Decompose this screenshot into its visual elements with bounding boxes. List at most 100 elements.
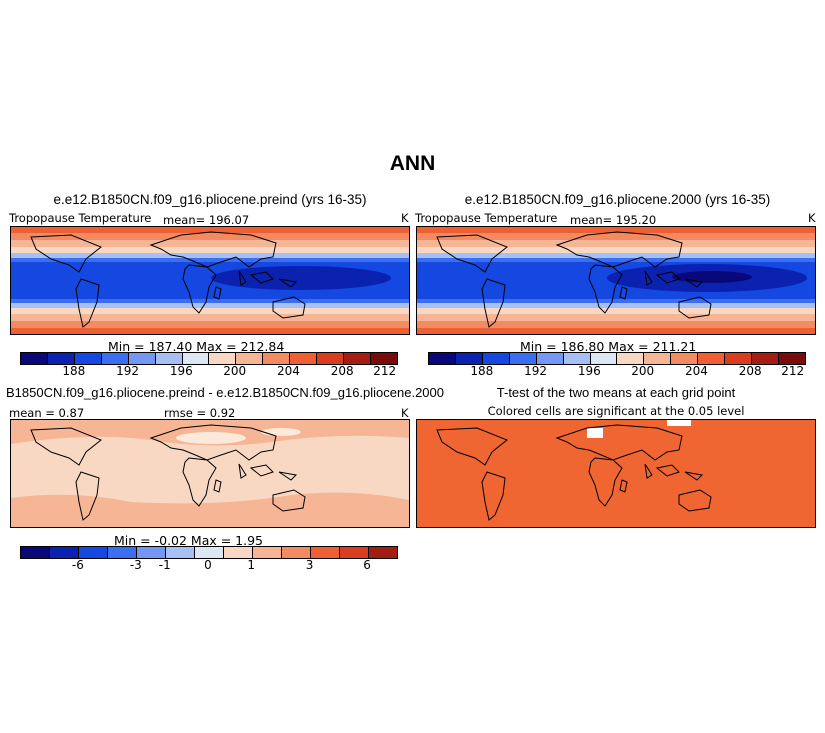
panel3-map (10, 419, 410, 528)
panel3-cbar-swatch-2 (50, 547, 79, 558)
panel1-cbar-swatch-2 (47, 353, 75, 364)
panel1-cbar-swatch-8 (209, 353, 237, 364)
panel1-cbar-swatch-1 (21, 353, 48, 364)
panel1-minmax: Min = 187.40 Max = 212.84 (108, 339, 285, 354)
panel2-cbar-swatch-2 (455, 353, 483, 364)
panel3-colorbar (20, 546, 398, 559)
panel2-variable-label: Tropopause Temperature (415, 211, 558, 225)
panel1-cbar-swatch-11 (290, 353, 318, 364)
panel2-title: e.e12.B1850CN.f09_g16.pliocene.2000 (yrs… (464, 192, 771, 207)
panel1-colorbar (20, 352, 398, 365)
panel3-units: K (401, 406, 409, 420)
panel2-tick: 208 (738, 364, 762, 378)
panel3-tick: 3 (305, 558, 314, 572)
panel3-cbar-swatch-12 (340, 547, 369, 558)
panel4-significant-fill (417, 420, 815, 527)
panel1-units: K (401, 211, 409, 225)
panel2-cbar-swatch-1 (429, 353, 456, 364)
panel4-title: T-test of the two means at each grid poi… (496, 385, 736, 400)
panel2-colorbar-ticks: 188 192 196 200 204 208 212 (428, 364, 804, 378)
panel4-map-svg (417, 420, 815, 527)
panel2-coldest-core (672, 271, 752, 283)
panel3-cbar-swatch-7 (195, 547, 224, 558)
panel2-map (416, 226, 816, 335)
panel1-coastlines (30, 231, 306, 328)
panel3-tick: -1 (158, 558, 171, 572)
panel1-cbar-swatch-7 (182, 353, 210, 364)
panel3-cbar-swatch-11 (311, 547, 340, 558)
panel1-tick: 200 (223, 364, 247, 378)
panel2-tick: 204 (685, 364, 708, 378)
panel2-cbar-swatch-7 (590, 353, 618, 364)
panel1-mean-value: 196.07 (208, 213, 250, 227)
panel3-coastlines (30, 424, 306, 521)
panel2-tick: 188 (470, 364, 494, 378)
panel2-cbar-swatch-12 (725, 353, 753, 364)
panel1-tick: 212 (373, 364, 397, 378)
panel2-units: K (808, 211, 816, 225)
panel3-cbar-swatch-9 (253, 547, 282, 558)
panel3-title: B1850CN.f09_g16.pliocene.preind - e.e12.… (6, 385, 444, 400)
panel2-mean-label: mean= 195.20 (570, 213, 657, 227)
panel3-colorbar-ticks: -6 -3 -1 0 1 3 6 (20, 558, 396, 572)
panel1-cbar-swatch-4 (101, 353, 129, 364)
panel3-cbar-swatch-1 (21, 547, 50, 558)
panel1-variable-label: Tropopause Temperature (9, 211, 152, 225)
figure-title: ANN (389, 152, 436, 175)
panel1-cbar-swatch-14 (370, 353, 397, 364)
panel3-tick: 0 (204, 558, 212, 572)
panel4-subtitle: Colored cells are significant at the 0.0… (487, 404, 745, 418)
panel2-colorbar (428, 352, 806, 365)
panel3-cbar-swatch-6 (166, 547, 195, 558)
panel3-cbar-swatch-10 (282, 547, 311, 558)
panel1-tick: 204 (277, 364, 300, 378)
panel1-cold-pool (211, 266, 391, 290)
panel1-cbar-swatch-9 (236, 353, 264, 364)
panel2-cbar-swatch-3 (482, 353, 510, 364)
panel3-south-warm (11, 492, 409, 527)
panel2-map-svg (417, 227, 815, 334)
panel2-coastlines (436, 231, 712, 328)
panel4-nonsig-cell-1 (587, 428, 603, 438)
panel1-cbar-swatch-12 (317, 353, 345, 364)
panel2-cbar-swatch-13 (752, 353, 779, 364)
panel2-cbar-swatch-4 (509, 353, 537, 364)
panel1-title: e.e12.B1850CN.f09_g16.pliocene.preind (y… (53, 192, 367, 207)
panel1-cbar-swatch-3 (74, 353, 102, 364)
panel2-cbar-swatch-8 (617, 353, 645, 364)
panel1-cbar-swatch-6 (155, 353, 183, 364)
panel2-tick: 192 (524, 364, 547, 378)
panel1-tick: 208 (330, 364, 354, 378)
panel3-tick: 1 (247, 558, 256, 572)
panel3-light-patch-1 (176, 432, 246, 444)
panel2-mean-value: 195.20 (615, 213, 657, 227)
panel4-nonsig-cell-2 (667, 420, 691, 426)
panel3-tick: -6 (71, 558, 84, 572)
panel3-cbar-swatch-8 (224, 547, 253, 558)
panel1-tick: 188 (62, 364, 86, 378)
panel3-rmse: rmse = 0.92 (164, 406, 236, 420)
panel4-map (416, 419, 816, 528)
panel3-tick: 6 (363, 558, 371, 572)
panel2-cbar-swatch-9 (644, 353, 672, 364)
panel2-tick: 196 (577, 364, 601, 378)
panel2-cbar-swatch-11 (698, 353, 726, 364)
panel4-coastlines (436, 424, 712, 521)
panel3-cbar-swatch-13 (369, 547, 397, 558)
panel1-map (10, 226, 410, 335)
panel2-cbar-swatch-6 (563, 353, 591, 364)
panel2-cbar-swatch-5 (536, 353, 564, 364)
panel1-tick: 196 (169, 364, 193, 378)
panel3-cbar-swatch-4 (108, 547, 137, 558)
panel2-tick: 212 (781, 364, 805, 378)
panel1-map-svg (11, 227, 409, 334)
panel1-cbar-swatch-5 (128, 353, 156, 364)
panel2-cbar-swatch-14 (778, 353, 805, 364)
panel2-minmax: Min = 186.80 Max = 211.21 (520, 339, 697, 354)
panel1-cbar-swatch-13 (344, 353, 371, 364)
panel3-tick: -3 (129, 558, 142, 572)
panel2-cbar-swatch-10 (671, 353, 699, 364)
panel3-cbar-swatch-5 (137, 547, 166, 558)
panel3-light-patch-2 (261, 428, 301, 436)
panel3-minmax: Min = -0.02 Max = 1.95 (114, 533, 264, 548)
